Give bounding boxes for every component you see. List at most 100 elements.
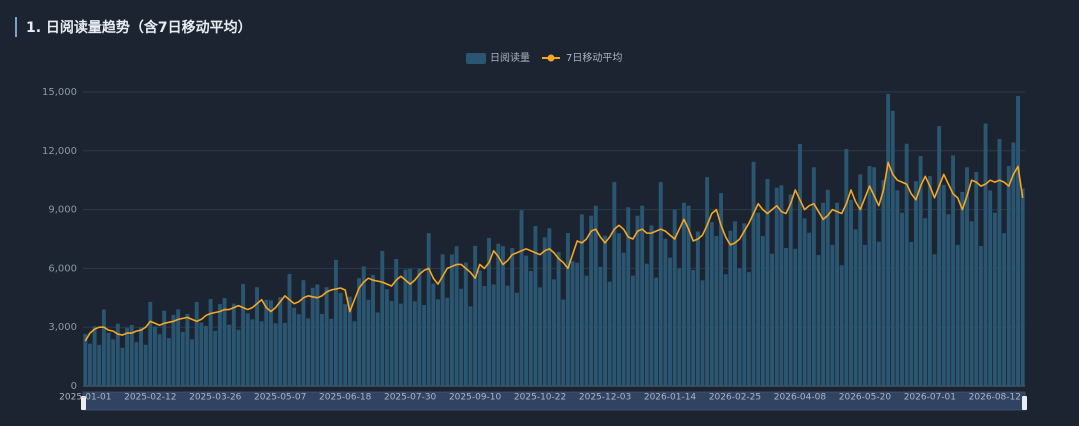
x-tick-label: 2025-09-10 [449,393,502,403]
bar [92,326,97,386]
x-tick-label: 2026-02-25 [709,393,761,403]
bar [83,334,88,386]
bar [923,218,928,386]
y-tick-label: 3,000 [48,322,77,333]
bar [250,319,255,386]
bar [770,253,775,386]
x-tick-label: 2025-03-26 [189,393,242,403]
bar [844,149,849,386]
bar [157,334,162,386]
bar [180,331,185,386]
bar [487,237,491,386]
bar [793,248,798,386]
bar [974,171,979,386]
bar [872,167,877,386]
bar [746,272,751,386]
bar [310,287,315,386]
bar [1002,233,1007,386]
bar [217,304,222,386]
bar [658,182,663,386]
bar [547,228,552,386]
bar [561,299,566,386]
bar [384,289,389,386]
bar [519,210,524,386]
x-tick-label: 2026-07-01 [904,393,956,403]
bar [853,229,858,386]
bar [835,202,840,386]
bar [1011,142,1016,386]
bar [306,318,311,386]
bar [918,156,923,386]
bar [737,268,742,386]
zoom-selection[interactable] [83,392,1025,410]
bar [802,218,807,386]
bar [398,303,403,386]
bar [166,338,171,386]
bar [1020,188,1025,386]
bar [955,244,960,386]
bar [788,194,793,386]
bar [338,292,343,386]
bars [83,93,1025,387]
zoom-handle[interactable] [81,396,86,410]
y-tick-label: 15,000 [42,87,77,98]
bar [115,323,120,386]
bar [784,248,788,386]
bar [482,286,487,386]
legend-label: 日阅读量 [490,51,530,64]
bar [663,238,668,386]
zoom-handle[interactable] [1022,396,1027,410]
bar [264,299,269,386]
bar [287,273,292,386]
bar [408,268,413,386]
bar [760,236,765,386]
bar [496,243,501,386]
bar [579,214,584,386]
bar [417,268,422,386]
bar [728,230,733,386]
bar [101,309,106,386]
bar [621,252,626,386]
bar [565,233,570,386]
bar [705,177,710,386]
bar [366,299,371,386]
bar [190,339,194,386]
bar [296,314,301,386]
bar [148,301,153,386]
bar [617,233,621,386]
bar [997,139,1002,386]
bar [176,309,181,386]
bar [932,254,937,386]
bar [937,126,942,386]
bar [320,313,324,386]
legend-swatch [466,53,486,64]
x-tick-label: 2025-12-03 [579,393,631,403]
bar [941,184,946,386]
legend-swatch [547,54,555,62]
bar [951,155,956,386]
bar [245,313,250,386]
bar [97,344,102,386]
bar [900,212,904,386]
bar [459,288,464,386]
bar [556,252,561,386]
bar [463,262,468,386]
bar [668,257,672,386]
y-tick-label: 9,000 [48,205,77,216]
bar [440,254,445,386]
x-tick-label: 2025-07-30 [384,393,437,403]
bar [862,244,867,386]
bar [867,166,872,386]
bar [371,274,375,386]
bar [811,167,816,386]
bar [315,284,320,386]
bar [542,237,547,386]
bar [886,93,891,387]
bar [282,322,287,386]
bar [278,297,283,386]
bar [807,232,812,386]
bar [839,265,844,386]
bar [733,221,737,386]
bar [584,275,589,386]
bar [626,207,631,386]
